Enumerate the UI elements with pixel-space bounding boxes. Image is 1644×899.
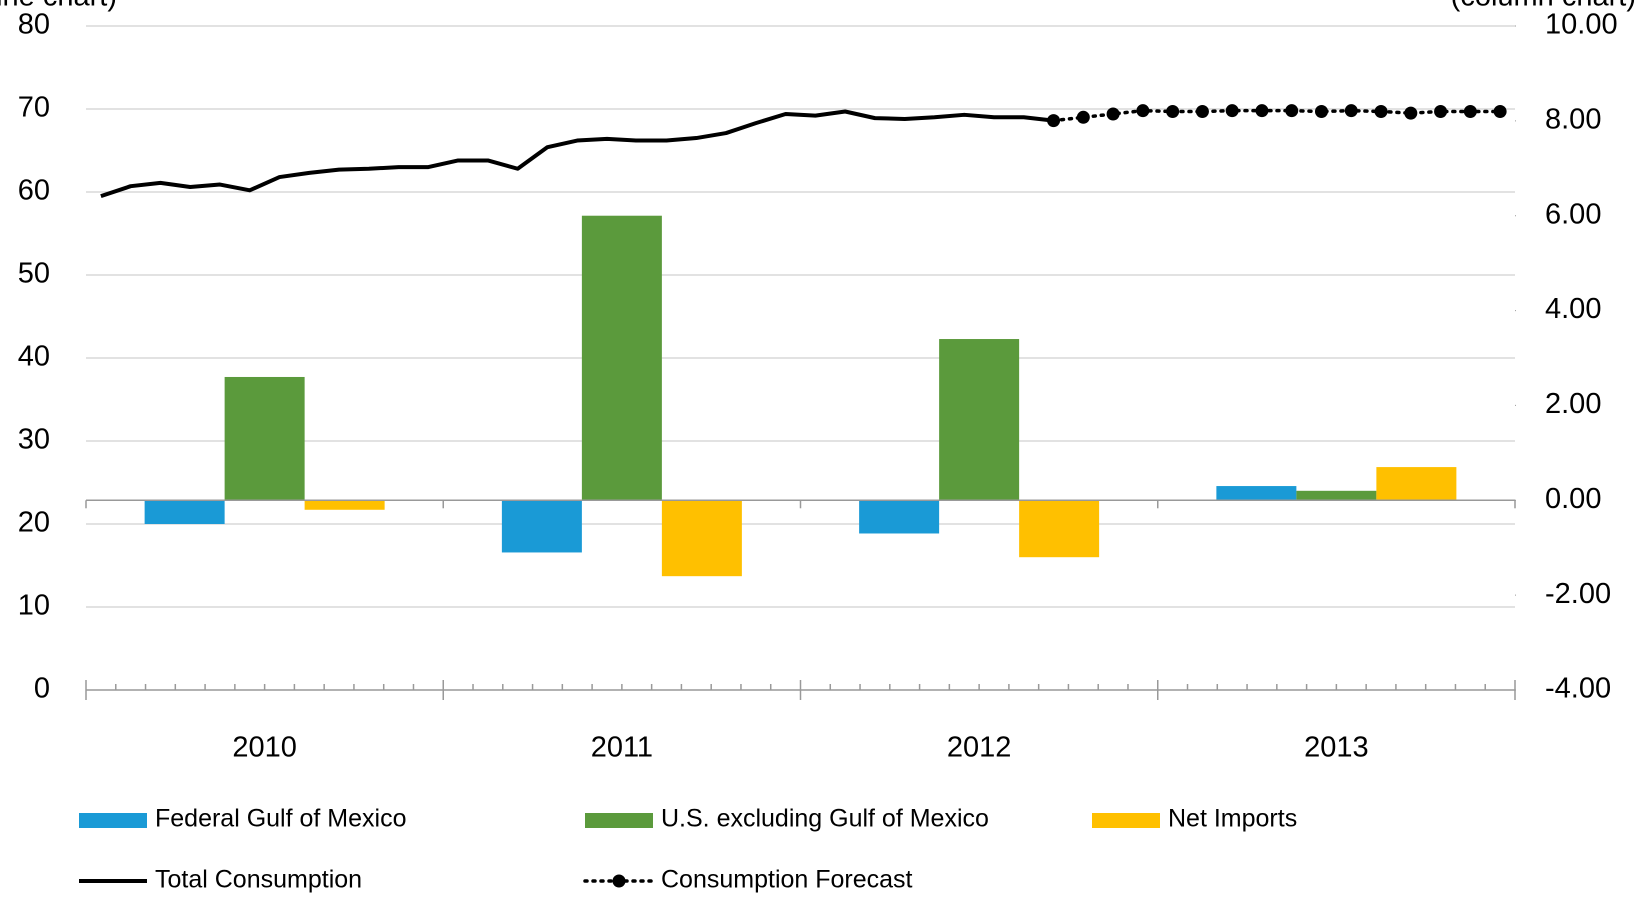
legend-swatch (1092, 813, 1160, 828)
bar (661, 500, 742, 577)
legend-swatch (585, 813, 653, 828)
marker (1314, 104, 1328, 118)
bar (501, 500, 582, 553)
y-tick-label: 80 (18, 9, 50, 41)
y2-axis-label: (column chart) (1451, 0, 1636, 13)
line (100, 109, 1054, 199)
legend-label: Net Imports (1168, 805, 1297, 833)
y2-tick-label: 6.00 (1545, 198, 1601, 230)
y-tick-label: 70 (18, 92, 50, 124)
y2-tick-label: 4.00 (1545, 293, 1601, 325)
marker (1166, 104, 1180, 118)
bar (224, 376, 305, 501)
legend-marker (612, 874, 626, 888)
marker (1404, 106, 1418, 120)
y-tick-label: 20 (18, 507, 50, 539)
legend-label: U.S. excluding Gulf of Mexico (661, 805, 989, 833)
marker (1434, 104, 1448, 118)
bar (144, 500, 225, 524)
bar (939, 339, 1020, 501)
marker (1106, 107, 1120, 121)
y-tick-label: 40 (18, 341, 50, 373)
x-tick-label: 2010 (232, 732, 297, 764)
marker (1374, 104, 1388, 118)
y2-tick-label: 10.00 (1545, 9, 1618, 41)
y2-tick-label: 0.00 (1545, 483, 1601, 515)
marker (1195, 104, 1209, 118)
y2-tick-label: 8.00 (1545, 104, 1601, 136)
bar (581, 215, 662, 501)
y2-tick-label: 2.00 (1545, 388, 1601, 420)
bar (1216, 486, 1297, 501)
bar (1296, 490, 1377, 501)
marker (1463, 104, 1477, 118)
marker (1285, 104, 1299, 118)
bar (1376, 467, 1457, 501)
bar (304, 500, 385, 510)
line (1051, 108, 1502, 123)
y-tick-label: 50 (18, 258, 50, 290)
y-tick-label: 10 (18, 590, 50, 622)
bar (1019, 500, 1100, 558)
marker (1255, 104, 1269, 118)
x-tick-label: 2013 (1304, 732, 1369, 764)
marker (1344, 104, 1358, 118)
x-tick-label: 2011 (591, 732, 653, 764)
y-axis-label: (line chart) (0, 0, 117, 13)
marker (1493, 104, 1507, 118)
y-tick-label: 30 (18, 424, 50, 456)
y2-tick-label: -2.00 (1545, 578, 1611, 610)
marker (1136, 104, 1150, 118)
legend-label: Federal Gulf of Mexico (155, 805, 407, 833)
legend-label: Total Consumption (155, 866, 362, 894)
y-tick-label: 0 (34, 673, 50, 705)
y2-tick-label: -4.00 (1545, 673, 1611, 705)
marker (1076, 110, 1090, 124)
y-tick-label: 60 (18, 175, 50, 207)
marker (1047, 114, 1061, 128)
legend-swatch (79, 813, 147, 828)
marker (1225, 104, 1239, 118)
legend-label: Consumption Forecast (661, 866, 913, 894)
bar (859, 500, 940, 534)
x-tick-label: 2012 (947, 732, 1012, 764)
